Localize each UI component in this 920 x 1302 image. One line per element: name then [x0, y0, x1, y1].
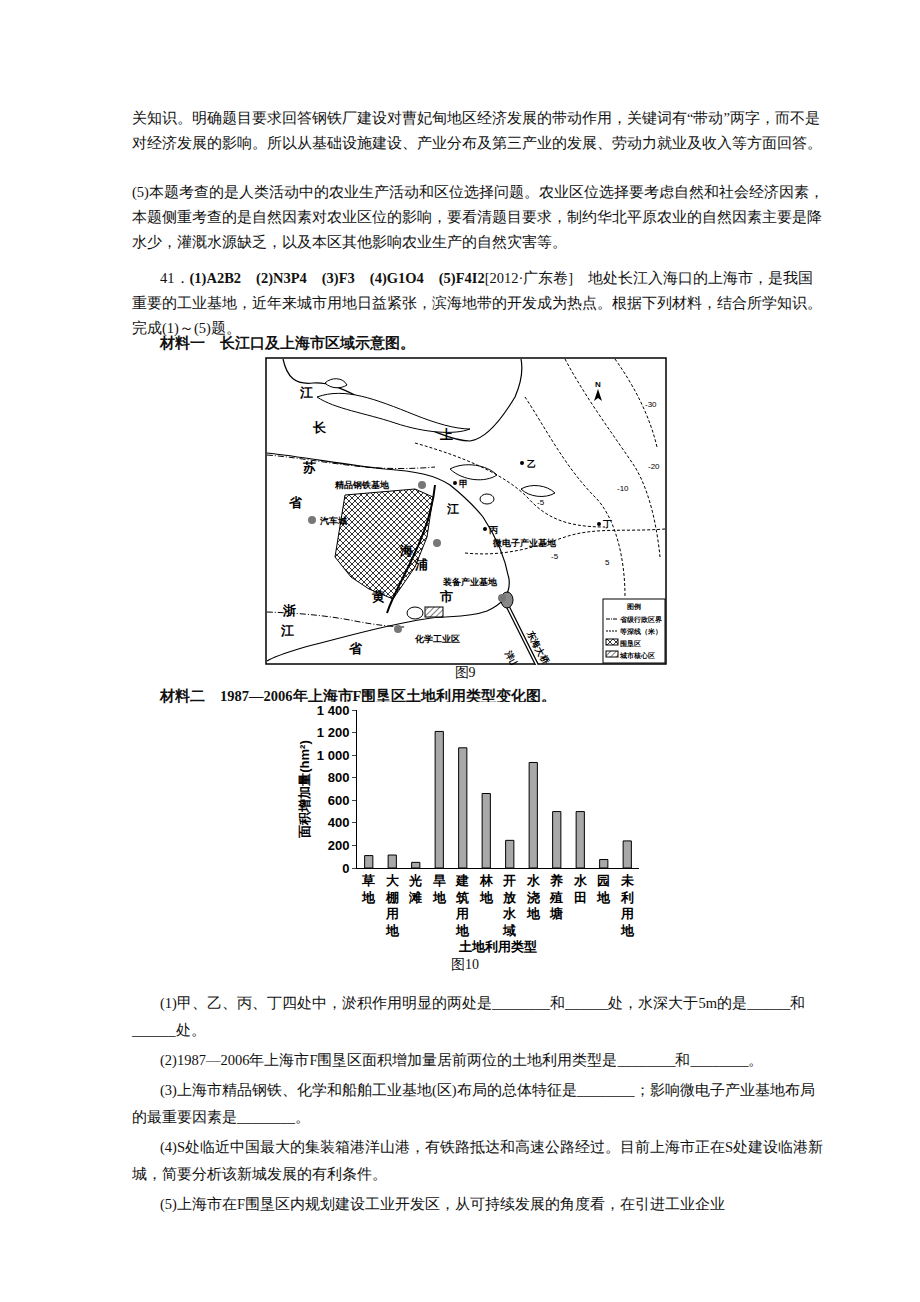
svg-text:江: 江	[280, 623, 294, 638]
html-text:关知识。明确题目要求回答钢铁厂建设对曹妃甸地区经济发展的带动: 关知识。明确题目要求回答钢铁厂建设对曹妃甸地区经济发展的带动作用，关键词有“带动…	[132, 110, 822, 151]
svg-text:面积增加量(hm²): 面积增加量(hm²)	[297, 740, 312, 839]
svg-text:乙: 乙	[527, 459, 536, 469]
svg-text:养殖塘: 养殖塘	[549, 873, 563, 922]
svg-text:丙: 丙	[488, 525, 498, 535]
svg-text:江: 江	[446, 502, 459, 516]
svg-text:苏: 苏	[302, 460, 316, 475]
svg-text:水田: 水田	[573, 873, 588, 905]
html-text:图9: 图9	[454, 665, 476, 680]
svg-text:400: 400	[328, 815, 350, 830]
svg-text:黄: 黄	[371, 589, 385, 604]
svg-text:化学工业区: 化学工业区	[414, 634, 460, 644]
html-text:(2)1987—2006年上海市F围垦区面积增加量居前两位的: (2)1987—2006年上海市F围垦区面积增加量居前两位的土地利用类型是___…	[160, 1052, 764, 1068]
svg-text:200: 200	[328, 838, 350, 853]
svg-text:1 200: 1 200	[317, 725, 350, 740]
svg-text:-5: -5	[551, 552, 559, 561]
svg-text:土地利用类型: 土地利用类型	[458, 939, 537, 954]
svg-text:800: 800	[328, 770, 350, 785]
svg-text:上: 上	[439, 427, 453, 442]
svg-text:微电子产业基地: 微电子产业基地	[492, 538, 557, 548]
html-text:(1)甲、乙、丙、丁四处中，淤积作用明显的两处是______: (1)甲、乙、丙、丁四处中，淤积作用明显的两处是________和______处…	[132, 995, 806, 1038]
svg-text:江: 江	[299, 385, 313, 400]
svg-text:开放水域: 开放水域	[502, 873, 517, 939]
svg-text:水浇地: 水浇地	[526, 873, 541, 922]
html-text:材料二 1987—2006年上海市F围垦区土地利用类型变化图: 材料二 1987—2006年上海市F围垦区土地利用类型变化图。	[160, 688, 557, 704]
svg-text:1 000: 1 000	[317, 748, 350, 763]
svg-text:大棚用地: 大棚用地	[385, 873, 400, 939]
svg-text:建筑用地: 建筑用地	[455, 873, 470, 939]
svg-text:-5: -5	[537, 498, 545, 507]
svg-text:林地: 林地	[479, 873, 494, 905]
svg-text:汽车城: 汽车城	[319, 516, 347, 526]
svg-text:等深线（米）: 等深线（米）	[619, 628, 662, 636]
svg-text:洋山港: 洋山港	[503, 648, 525, 665]
svg-text:精品钢铁基地: 精品钢铁基地	[334, 480, 390, 490]
svg-text:N: N	[595, 380, 601, 389]
html-text:41．(1)A2B2 (2)N3P4 (3)F3 (4)G1: 41．(1)A2B2 (2)N3P4 (3)F3 (4)G1O4 (5)F4I2…	[132, 270, 822, 336]
svg-text:-20: -20	[648, 462, 660, 471]
svg-text:600: 600	[328, 793, 350, 808]
svg-text:-30: -30	[645, 400, 657, 409]
svg-text:-10: -10	[617, 484, 629, 493]
svg-text:围垦区: 围垦区	[620, 640, 641, 647]
html-text:图10: 图10	[451, 957, 479, 972]
html-text:(4)S处临近中国最大的集装箱港洋山港，有铁路抵达和高速公路: (4)S处临近中国最大的集装箱港洋山港，有铁路抵达和高速公路经过。目前上海市正在…	[132, 1139, 823, 1182]
svg-text:图例: 图例	[627, 603, 641, 611]
svg-text:长: 长	[312, 420, 327, 435]
svg-text:光滩: 光滩	[408, 873, 422, 905]
html-text:(3)上海市精品钢铁、化学和船舶工业基地(区)布局的总体特征: (3)上海市精品钢铁、化学和船舶工业基地(区)布局的总体特征是________；…	[132, 1082, 815, 1125]
svg-text:浦: 浦	[414, 557, 428, 572]
svg-text:浙: 浙	[282, 603, 296, 618]
svg-text:装备产业基地: 装备产业基地	[442, 577, 498, 587]
svg-text:市: 市	[439, 589, 453, 604]
svg-text:省: 省	[288, 495, 303, 510]
svg-text:未利用地: 未利用地	[620, 873, 635, 939]
svg-text:省: 省	[348, 641, 363, 656]
svg-text:1 400: 1 400	[317, 703, 350, 718]
svg-text:5: 5	[605, 558, 610, 567]
svg-text:旱地: 旱地	[432, 873, 447, 905]
svg-text:东海大桥: 东海大桥	[525, 628, 552, 665]
svg-text:海: 海	[399, 543, 413, 558]
html-text:(5)本题考查的是人类活动中的农业生产活动和区位选择问题。农: (5)本题考查的是人类活动中的农业生产活动和区位选择问题。农业区位选择要考虑自然…	[132, 184, 824, 250]
svg-text:0: 0	[342, 861, 349, 876]
html-text:材料一 长江口及上海市区域示意图。: 材料一 长江口及上海市区域示意图。	[160, 335, 415, 351]
svg-text:省级行政区界: 省级行政区界	[619, 616, 662, 624]
svg-text:甲: 甲	[459, 479, 468, 489]
svg-text:城市核心区: 城市核心区	[619, 651, 655, 660]
svg-text:园地: 园地	[596, 873, 611, 905]
svg-text:草地: 草地	[361, 873, 376, 905]
svg-text:丁: 丁	[602, 519, 612, 529]
html-text:(5)上海市在F围垦区内规划建设工业开发区，从可持续发展的角: (5)上海市在F围垦区内规划建设工业开发区，从可持续发展的角度看，在引进工业企业	[160, 1196, 725, 1212]
